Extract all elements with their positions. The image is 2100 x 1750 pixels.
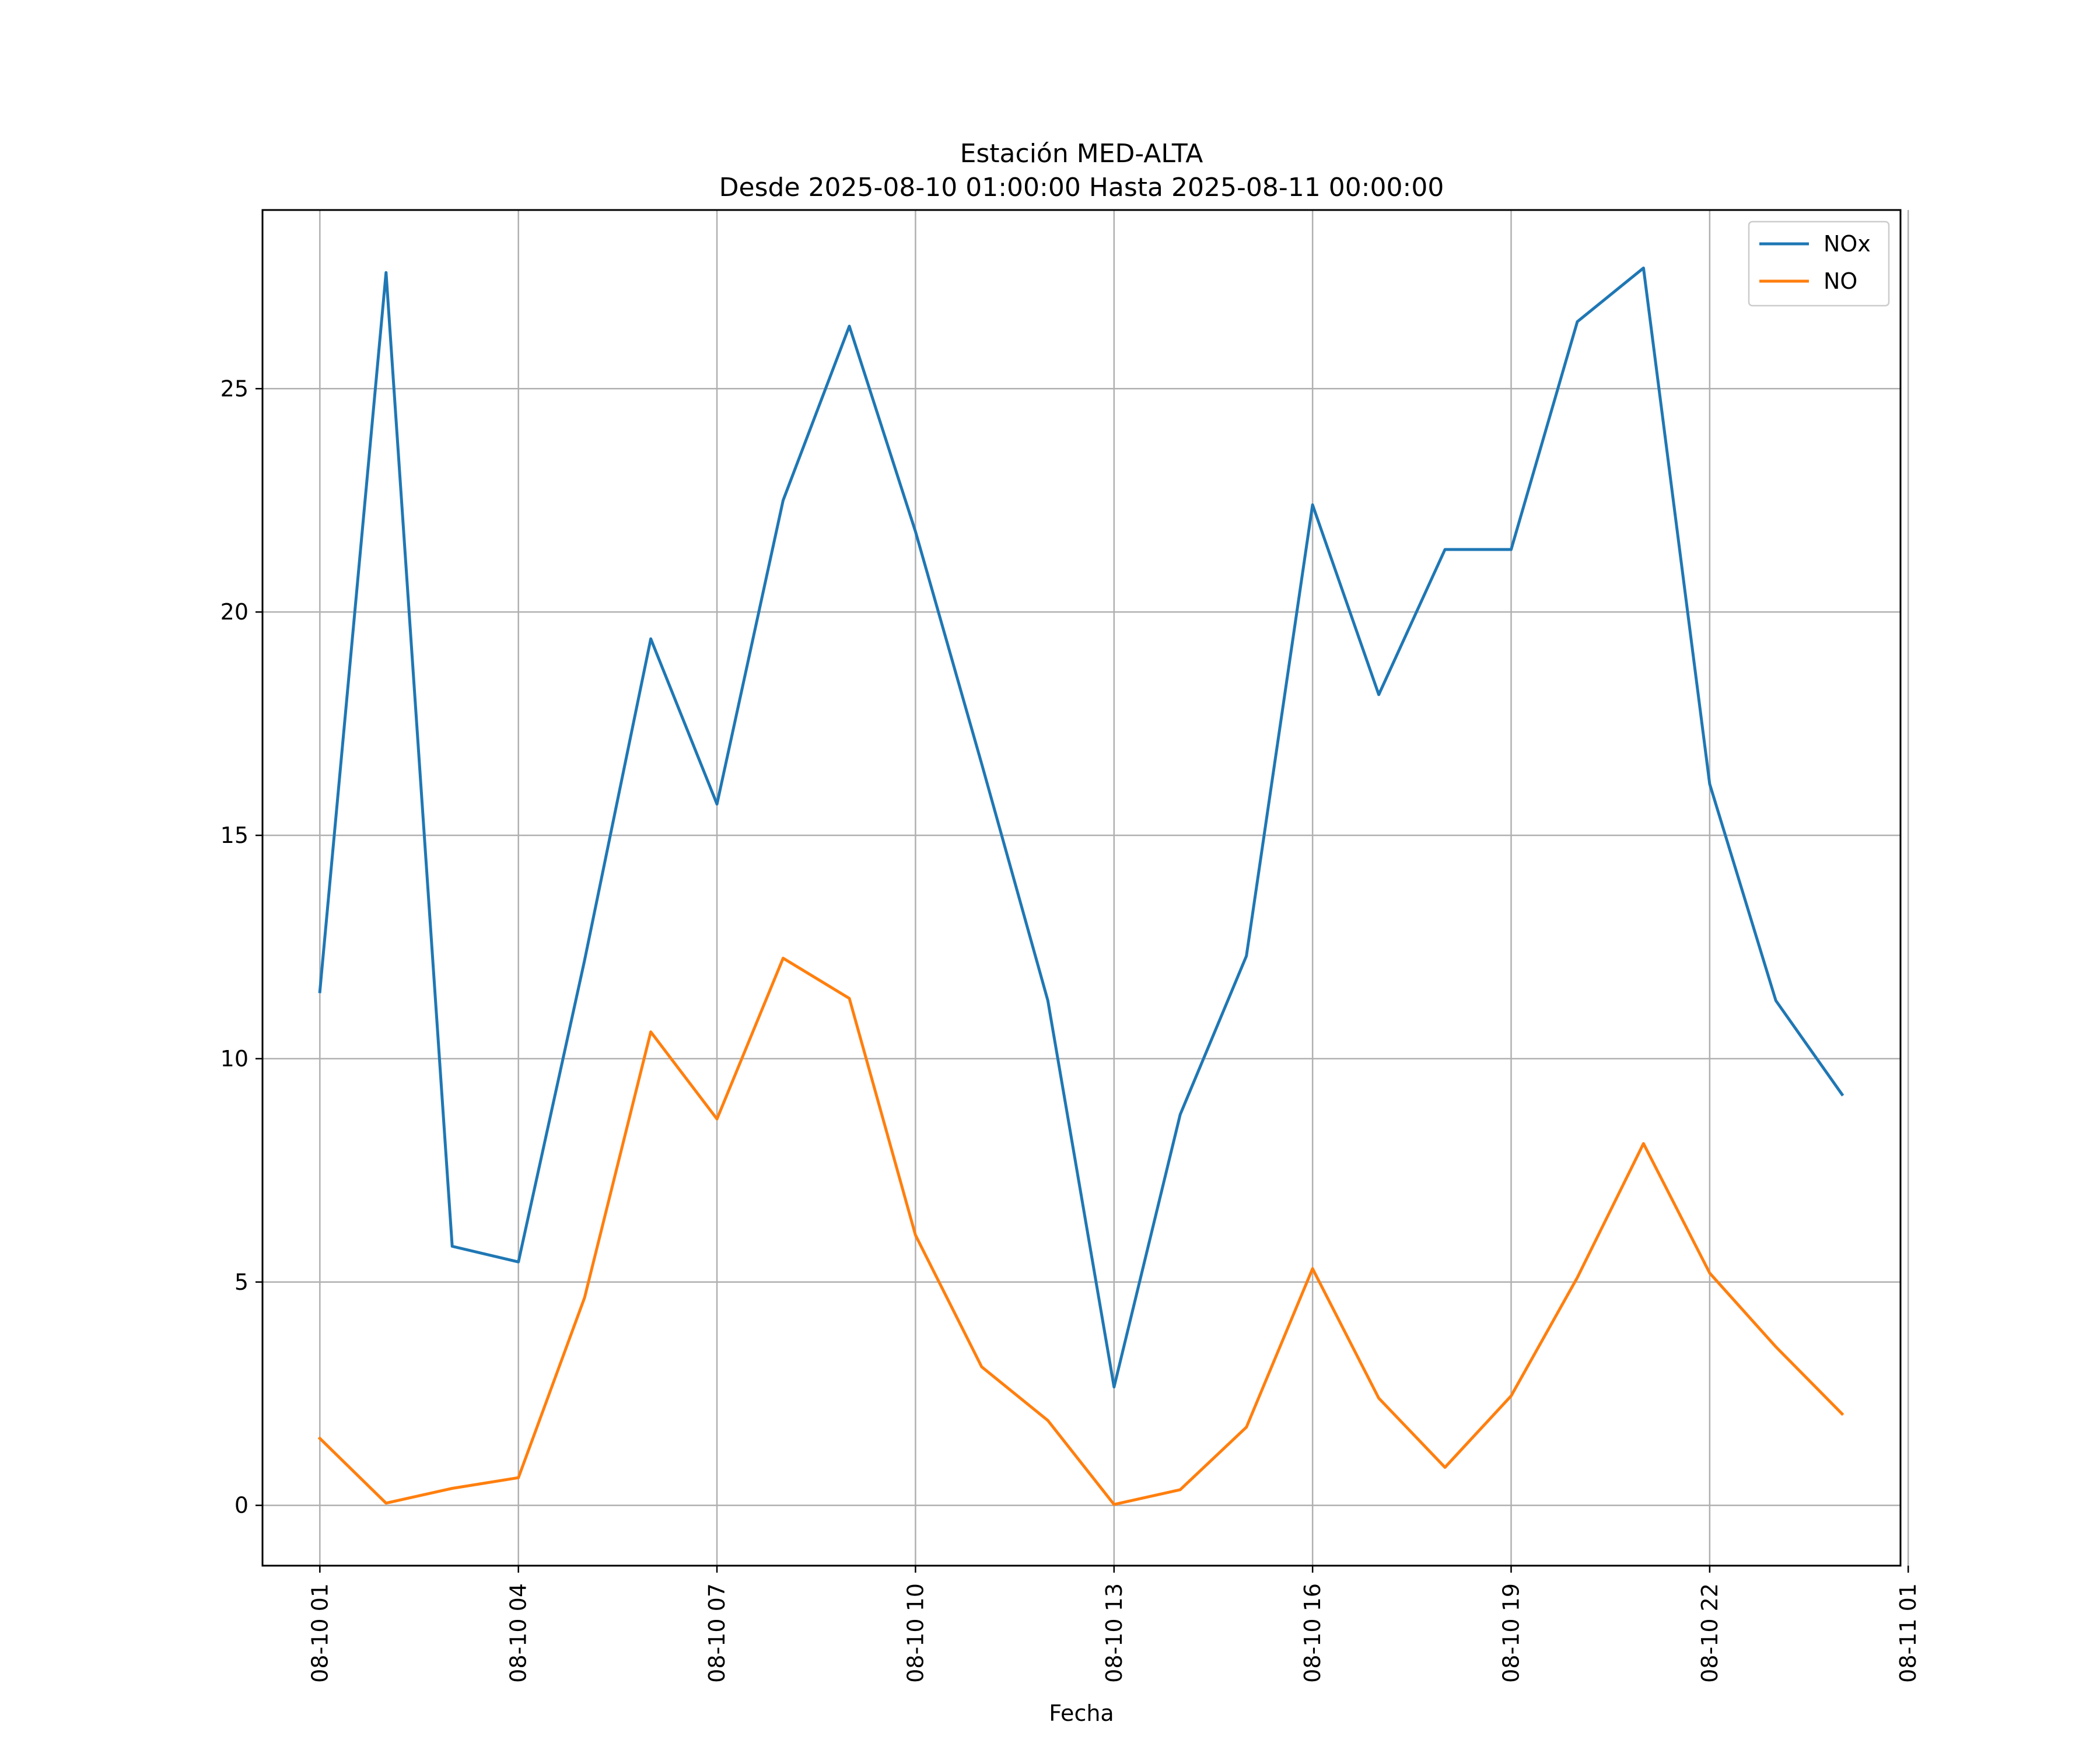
x-tick-label: 08-10 22 [1697, 1583, 1723, 1683]
y-tick-label: 5 [235, 1269, 249, 1295]
x-tick-label: 08-10 01 [307, 1583, 332, 1683]
y-tick-label: 0 [235, 1493, 249, 1518]
series-line-no [317, 957, 1845, 1506]
legend: NOx NO [1748, 220, 1890, 307]
chart-subtitle: Desde 2025-08-10 01:00:00 Hasta 2025-08-… [719, 173, 1444, 202]
grid [262, 210, 1909, 1566]
plot-frame [261, 209, 1902, 1567]
y-axis: 0 5 10 15 20 25 [220, 376, 262, 1518]
x-axis-label: Fecha [1049, 1700, 1114, 1726]
y-tick-label: 15 [220, 822, 249, 848]
x-tick-label: 08-10 07 [704, 1583, 730, 1683]
x-tick-label: 08-10 10 [902, 1583, 928, 1683]
y-tick-label: 25 [220, 376, 249, 401]
plot-lines [317, 267, 1845, 1506]
x-tick-label: 08-10 16 [1300, 1583, 1325, 1683]
x-axis: 08-10 01 08-10 04 08-10 07 08-10 10 08-10 13… [307, 1566, 1921, 1683]
chart-title: Estación MED-ALTA [960, 139, 1203, 169]
legend-label-no: NO [1824, 268, 1857, 294]
x-tick-label: 08-10 19 [1499, 1583, 1524, 1683]
series-line-nox [318, 267, 1845, 1389]
x-tick-label: 08-10 04 [506, 1583, 531, 1683]
y-tick-label: 10 [220, 1046, 249, 1072]
x-tick-label: 08-11 01 [1895, 1583, 1921, 1683]
x-tick-label: 08-10 13 [1101, 1583, 1127, 1683]
y-tick-label: 20 [220, 599, 249, 625]
legend-label-nox: NOx [1824, 231, 1871, 257]
